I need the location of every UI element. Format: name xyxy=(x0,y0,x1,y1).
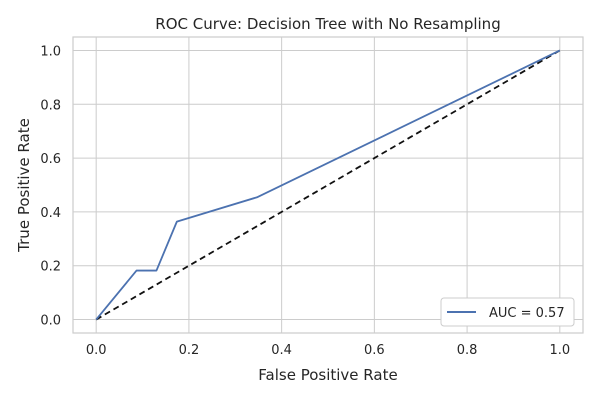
series-lines xyxy=(95,49,561,321)
roc-curve-line xyxy=(95,49,561,321)
y-tick-label: 0.2 xyxy=(40,260,61,275)
x-tick-label: 1.0 xyxy=(549,343,570,358)
y-tick-label: 1.0 xyxy=(40,44,61,59)
x-tick-label: 0.8 xyxy=(457,343,478,358)
x-axis-label: False Positive Rate xyxy=(258,366,397,384)
x-tick-label: 0.6 xyxy=(364,343,385,358)
y-tick-label: 0.4 xyxy=(40,206,61,221)
y-axis-label: True Positive Rate xyxy=(15,118,33,253)
legend-label: AUC = 0.57 xyxy=(489,306,565,321)
y-tick-label: 0.6 xyxy=(40,152,61,167)
legend-box xyxy=(440,297,575,327)
y-tick-label: 0.8 xyxy=(40,98,61,113)
plot-frame xyxy=(72,36,584,334)
x-tick-label: 0.0 xyxy=(86,343,107,358)
x-tick-label: 0.2 xyxy=(179,343,200,358)
x-tick-label: 0.4 xyxy=(271,343,292,358)
chance-diagonal-line xyxy=(95,49,561,321)
chart-title: ROC Curve: Decision Tree with No Resampl… xyxy=(155,15,500,33)
grid xyxy=(73,37,583,333)
legend: AUC = 0.57 xyxy=(440,297,575,327)
y-tick-label: 0.0 xyxy=(40,314,61,329)
tick-labels: 0.0 0.2 0.4 0.6 0.8 1.0 0.0 0.2 0.4 0.6 0.8 1.0 xyxy=(40,44,570,358)
